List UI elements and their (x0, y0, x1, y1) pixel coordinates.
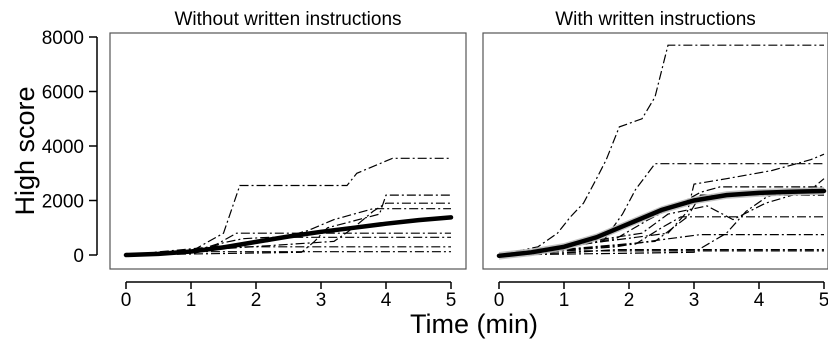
x-tick-label: 5 (819, 290, 828, 311)
y-tick-label: 0 (73, 246, 84, 267)
trajectory-line (125, 232, 451, 256)
x-tick-label: 3 (316, 290, 327, 311)
x-tick-label: 0 (121, 290, 132, 311)
x-tick-label: 2 (624, 290, 635, 311)
panel-frame (482, 32, 828, 270)
trajectory-line (125, 236, 451, 256)
trajectory-line (125, 202, 451, 256)
panel-frame (109, 32, 467, 270)
x-tick-label: 2 (251, 290, 262, 311)
trajectory-line (498, 191, 824, 256)
panel-1: Without written instructions 0 1 2 3 4 5 (109, 9, 467, 311)
fit-line (496, 188, 827, 259)
y-tick-label: 2000 (42, 192, 84, 213)
x-tick-label: 5 (446, 290, 457, 311)
trajectory-line (498, 234, 824, 256)
x-axis-title: Time (min) (410, 309, 538, 339)
panel-title: With written instructions (555, 9, 756, 30)
y-axis-title: High score (10, 86, 40, 215)
y-tick-label: 6000 (42, 83, 84, 104)
panel-2: With written instructions 0 1 2 3 4 5 (482, 9, 828, 311)
trajectory-line (498, 216, 824, 256)
x-tick-label: 3 (689, 290, 700, 311)
x-tick-label: 4 (754, 290, 765, 311)
x-tick-label: 0 (494, 290, 505, 311)
trajectory-line (498, 44, 824, 256)
x-tick-label: 1 (559, 290, 570, 311)
y-tick-label: 8000 (42, 28, 84, 49)
panel-title: Without written instructions (174, 9, 401, 30)
fit-line (123, 215, 454, 258)
x-tick-label: 4 (381, 290, 392, 311)
x-tick-label: 1 (186, 290, 197, 311)
y-tick-label: 4000 (42, 137, 84, 158)
